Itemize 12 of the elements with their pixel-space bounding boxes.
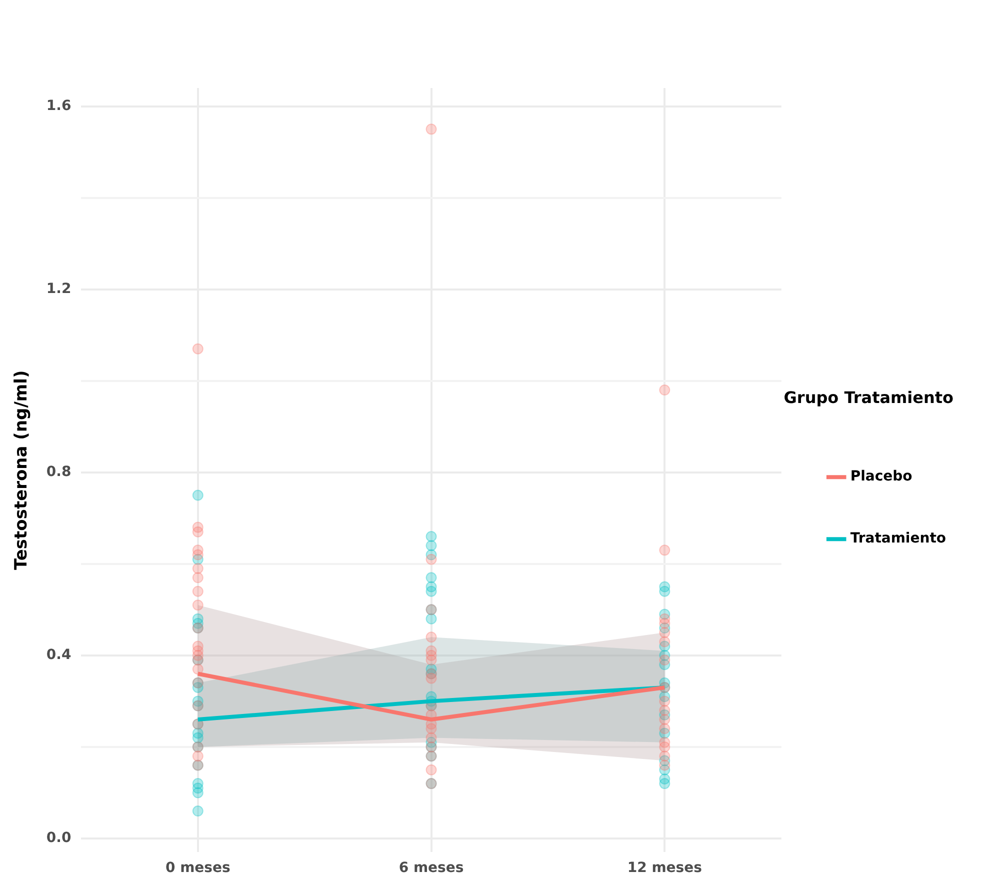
x-tick-label: 0 meses bbox=[165, 860, 230, 876]
y-axis-title: Testosterona (ng/ml) bbox=[12, 370, 32, 570]
y-tick-label: 0.8 bbox=[46, 464, 72, 480]
x-tick-label: 6 meses bbox=[398, 860, 464, 876]
x-tick-label: 12 meses bbox=[627, 860, 702, 876]
y-tick-label: 1.6 bbox=[46, 98, 72, 114]
legend-label: Tratamiento bbox=[850, 530, 946, 547]
legend-label: Placebo bbox=[850, 468, 913, 485]
legend-title: Grupo Tratamiento bbox=[784, 388, 954, 408]
y-tick-label: 0.4 bbox=[46, 647, 72, 664]
y-tick-label: 1.2 bbox=[46, 280, 72, 297]
y-tick-label: 0.0 bbox=[46, 830, 72, 846]
